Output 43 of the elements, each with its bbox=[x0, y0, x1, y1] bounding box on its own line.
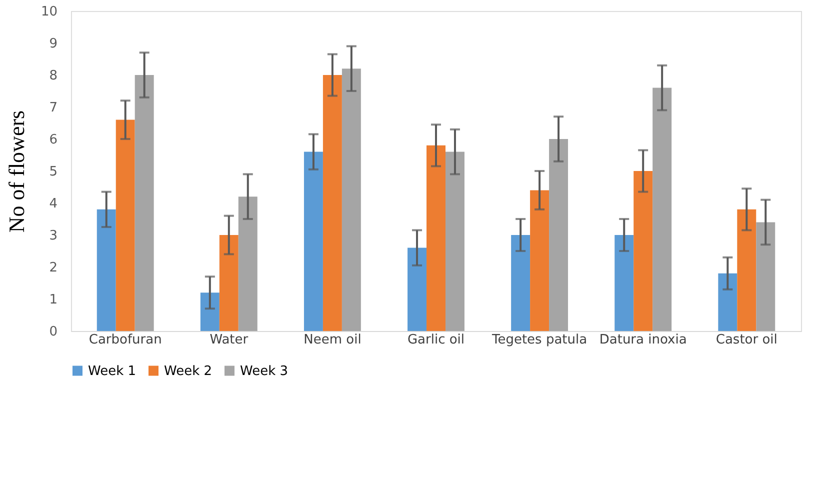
x-tick-label: Datura inoxia bbox=[599, 332, 687, 348]
bar bbox=[718, 273, 738, 331]
y-tick-label: 1 bbox=[49, 292, 58, 308]
bar bbox=[96, 209, 116, 331]
x-tick-label: Carbofuran bbox=[88, 332, 162, 348]
bar bbox=[737, 209, 756, 331]
x-tick-label: Neem oil bbox=[304, 332, 362, 348]
bar bbox=[756, 222, 776, 331]
bar bbox=[219, 235, 238, 331]
x-tick-label: Tegetes patula bbox=[490, 332, 588, 348]
bar bbox=[652, 88, 672, 331]
y-tick-label: 0 bbox=[49, 324, 58, 340]
y-tick-label: 7 bbox=[49, 100, 58, 116]
bar bbox=[134, 75, 154, 331]
bar bbox=[445, 152, 464, 331]
legend-label: Week 1 bbox=[88, 364, 136, 379]
y-tick-label: 8 bbox=[49, 68, 58, 84]
bar bbox=[238, 196, 258, 331]
y-tick-label: 4 bbox=[49, 196, 58, 212]
y-tick-label: 10 bbox=[40, 4, 58, 20]
bar bbox=[322, 75, 342, 331]
bar bbox=[634, 171, 653, 331]
bar bbox=[342, 68, 361, 331]
x-tick-label: Water bbox=[210, 332, 249, 348]
y-tick-label: 9 bbox=[49, 36, 58, 52]
y-tick-label: 6 bbox=[49, 132, 58, 148]
bar bbox=[304, 152, 323, 331]
bar bbox=[549, 139, 568, 331]
x-tick-label: Garlic oil bbox=[407, 332, 465, 348]
legend-label: Week 3 bbox=[240, 364, 288, 379]
y-axis-title: No of flowers bbox=[4, 110, 29, 233]
bar bbox=[200, 292, 220, 331]
bar bbox=[530, 190, 550, 331]
x-tick-label: Castor oil bbox=[716, 332, 778, 348]
bar bbox=[408, 248, 427, 331]
bar bbox=[511, 235, 530, 331]
legend-label: Week 2 bbox=[164, 364, 212, 379]
bar bbox=[614, 235, 634, 331]
y-tick-label: 2 bbox=[49, 260, 58, 276]
y-tick-label: 3 bbox=[49, 228, 58, 244]
y-tick-label: 5 bbox=[49, 164, 58, 180]
bar bbox=[426, 145, 446, 331]
bar bbox=[116, 120, 135, 331]
